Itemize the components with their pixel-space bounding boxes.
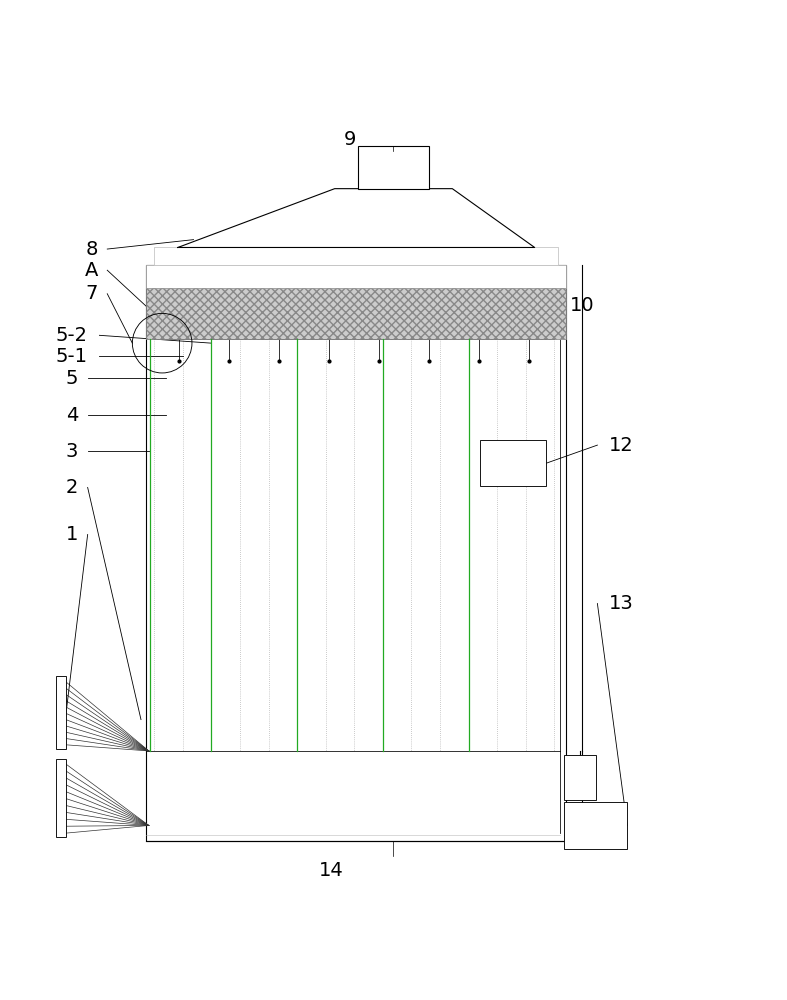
Text: 9: 9 (344, 130, 357, 149)
Bar (358, 146, 429, 189)
Bar (146, 265, 566, 288)
Bar (154, 247, 558, 265)
Text: A: A (85, 261, 98, 280)
Text: 3: 3 (66, 442, 78, 461)
Bar (564, 755, 596, 800)
Text: 5-1: 5-1 (56, 347, 88, 366)
Text: 10: 10 (570, 296, 594, 315)
Bar (564, 802, 627, 849)
Text: 1: 1 (66, 525, 78, 544)
Text: 5: 5 (66, 369, 78, 388)
Text: 7: 7 (85, 284, 98, 303)
Bar (57, 759, 65, 837)
Bar (480, 440, 546, 486)
Text: 12: 12 (608, 436, 634, 455)
Bar (57, 676, 65, 749)
Text: 2: 2 (66, 478, 78, 497)
Text: 8: 8 (85, 240, 98, 259)
Text: 5-2: 5-2 (56, 326, 88, 345)
Text: 14: 14 (319, 861, 343, 880)
Bar (146, 265, 566, 841)
Bar (146, 288, 566, 339)
Text: 13: 13 (608, 594, 634, 613)
Text: 4: 4 (66, 406, 78, 425)
